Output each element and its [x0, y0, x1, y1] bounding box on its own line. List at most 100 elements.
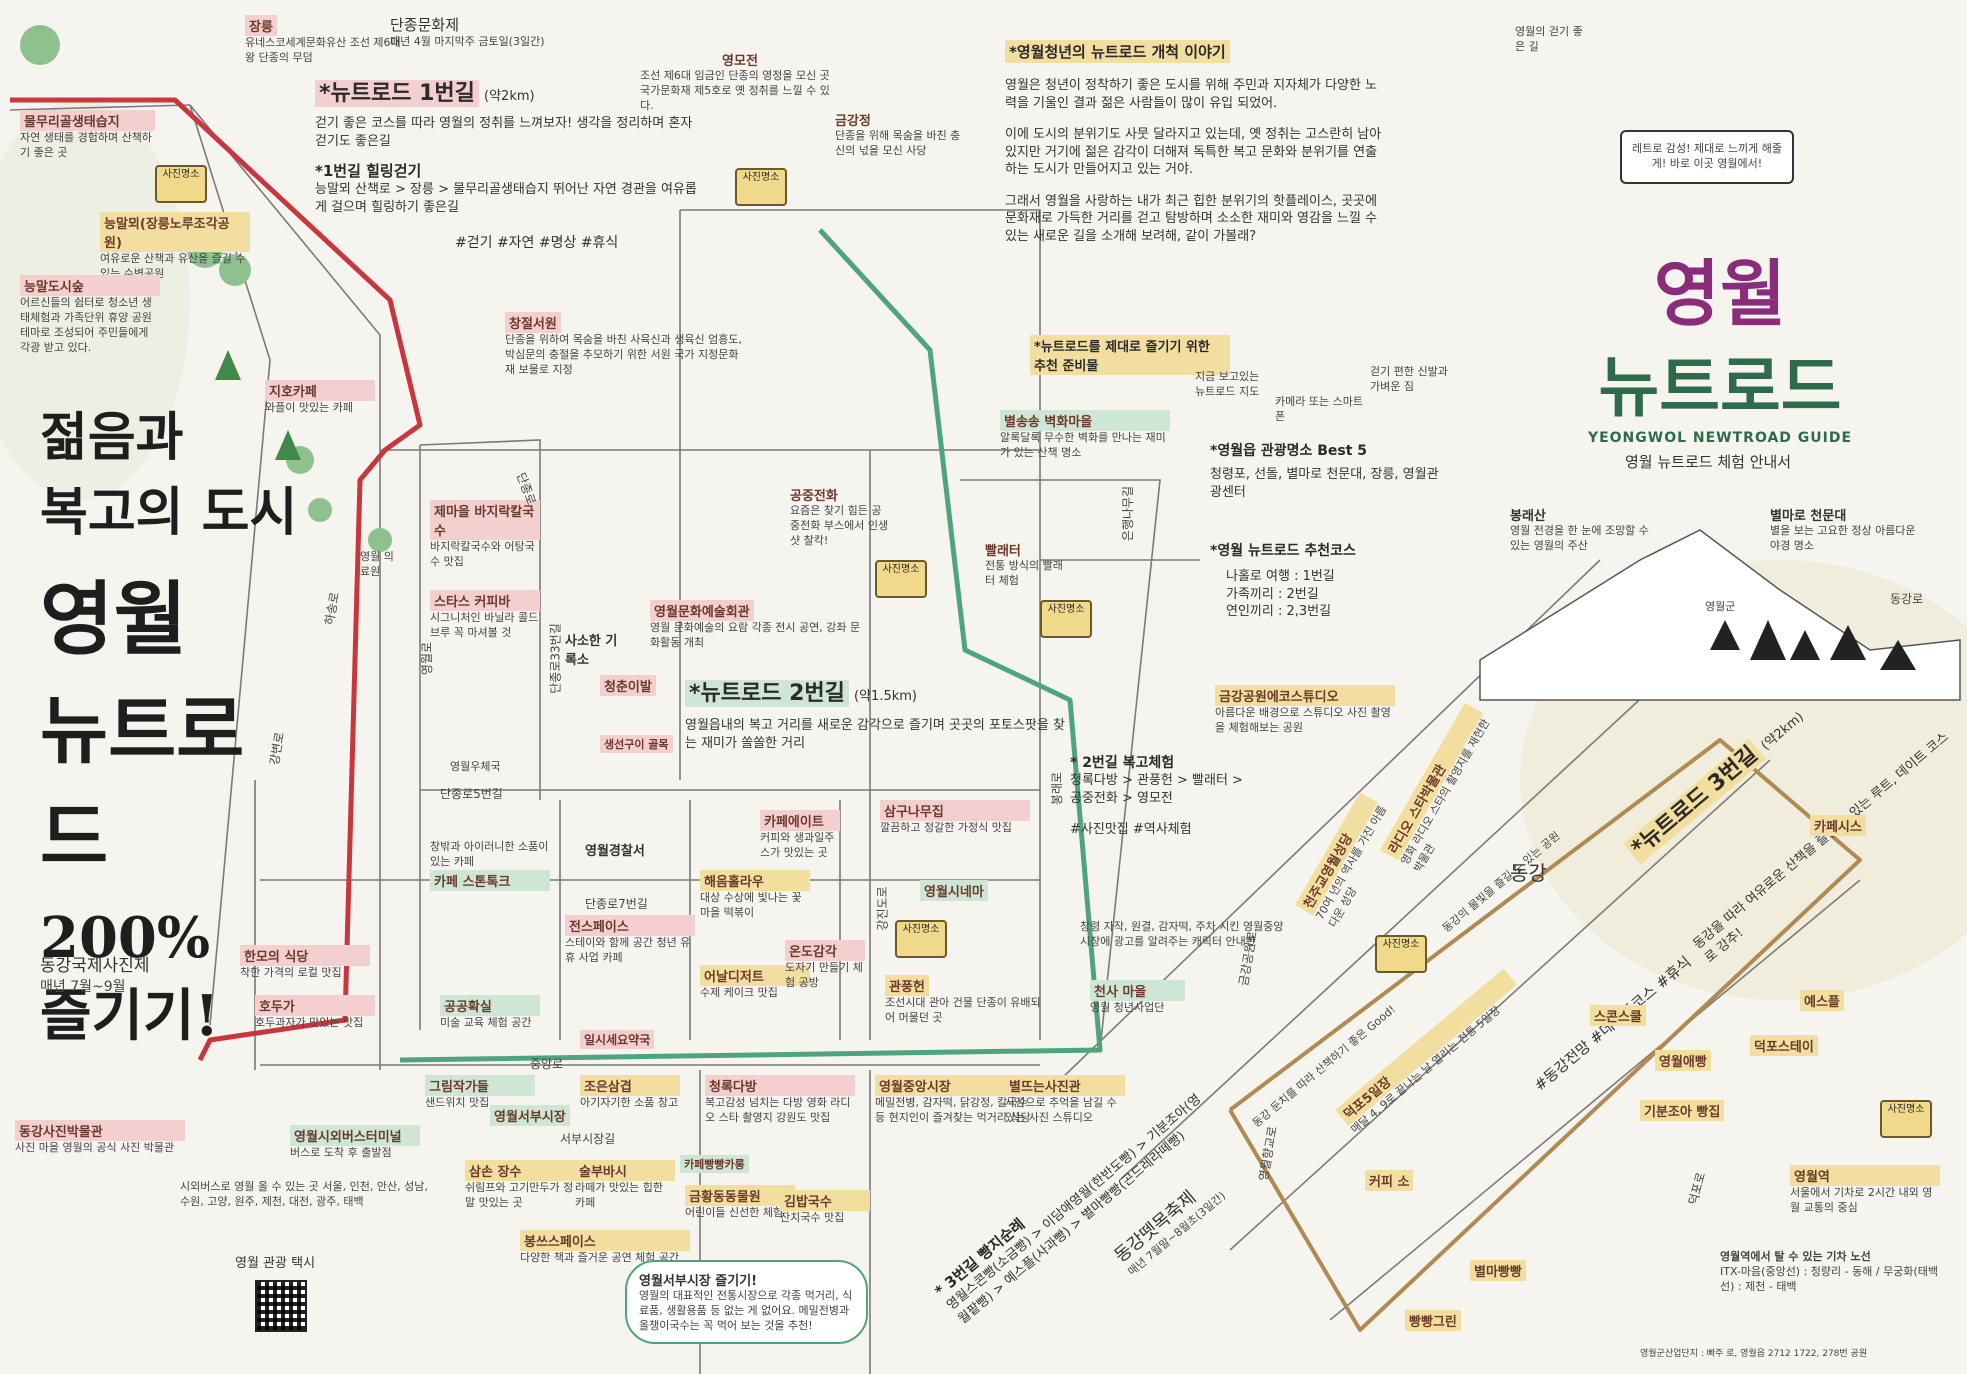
headline-line3: 영월	[40, 572, 188, 666]
place-bonghwa: 봉래산 영월 전경을 한 눈에 조망할 수 있는 영월의 주산	[1510, 505, 1660, 554]
bus-text: 시외버스로 영월 올 수 있는 곳 서울, 인천, 안산, 성남, 수원, 고양…	[180, 1180, 428, 1208]
prep-box: *뉴트로드를 제대로 즐기기 위한 추천 준비물	[1030, 335, 1230, 375]
place-bookstore: 봉쓰스페이스 다양한 책과 즐거운 공연 체험 공간	[520, 1230, 690, 1266]
place-desc: 어린이들 신선한 체험	[685, 1206, 784, 1219]
place-yeongmojeon: 영모전 조선 제6대 임금인 단종의 영정을 모신 곳 국가문화재 제5호로 옛…	[640, 50, 840, 114]
place-jonghap: 조은삼겹 아기자기한 소품 창고	[580, 1075, 680, 1111]
place-name: 어날디저트	[700, 965, 810, 986]
place-desc: 알록달록 무수한 벽화를 만나는 재미가 있는 산책 명소	[1000, 431, 1166, 459]
train-text: ITX-마음(중앙선) : 청량리 - 동해 / 무궁화(태백선) : 제천 -…	[1720, 1264, 1938, 1293]
place-name: 영월시외버스터미널	[290, 1125, 420, 1146]
place-gonggong: 공공확실 미술 교육 체험 공간	[440, 995, 540, 1031]
place-desc: 전통 방식의 빨래터 체험	[985, 559, 1063, 587]
place-desc: 조선 제6대 임금인 단종의 영정을 모신 곳 국가문화재 제5호로 옛 정취를…	[640, 69, 830, 112]
place-cheongchun: 청춘이발	[600, 675, 656, 696]
photo-stamp-2: 사진명소	[735, 168, 787, 206]
place-byeolsong: 별송송 벽화마을 알록달록 무수한 벽화를 만나는 재미가 있는 산책 명소	[1000, 410, 1170, 461]
bread-shop-6: 빵빵그린	[1405, 1310, 1461, 1331]
recommend-title: *영월 뉴트로드 추천코스	[1210, 543, 1356, 559]
place-desc: 서울에서 기차로 2시간 내외 영월 교통의 중심	[1790, 1186, 1933, 1214]
place-yeongwol-station: 영월역 서울에서 기차로 2시간 내외 영월 교통의 중심	[1790, 1165, 1940, 1216]
recommend-r1: 나홀로 여행 : 1번길	[1226, 569, 1335, 584]
place-desc: 깔끔하고 정갈한 가정식 맛집	[880, 821, 1012, 834]
place-cheonsa: 천사 마을 영월 청년사업단	[1090, 980, 1185, 1016]
place-desc: 메밀전병, 감자떡, 닭강정, 칼국수 등 현지인이 즐겨찾는 먹거리 식당	[875, 1096, 1031, 1124]
place-name: 제마을 바지락칼국수	[430, 500, 540, 540]
place-gwanpunghun: 관풍헌 조선시대 관아 건물 단종이 유배되어 머물던 곳	[885, 975, 1045, 1026]
road-danjongro7: 단종로7번길	[585, 897, 648, 911]
place-desc: 매년 7월~9월	[40, 978, 126, 995]
place-art-center: 영월문화예술회관 영월 문화예술의 요람 각종 전시 공연, 강좌 문화활동 개…	[650, 600, 870, 651]
route2-desc: 영월읍내의 복고 거리를 새로운 감각으로 즐기며 곳곳의 포토스팟을 찾는 재…	[685, 718, 1065, 751]
bread-shop-1: 스콘스쿨	[1590, 1005, 1646, 1026]
place-gimbap: 김밥국수 잔치국수 맛집	[780, 1190, 870, 1226]
place-cinema: 영월시네마	[920, 880, 988, 901]
place-desc: 사진 마을 영월의 공식 사진 박물관	[15, 1141, 175, 1154]
place-name: 조은삼겹	[580, 1075, 680, 1096]
place-neungmal-forest: 능말도시숲 어르신들의 쉼터로 청소년 생태체험과 가족단위 휴양 공원 테마로…	[20, 275, 160, 355]
place-name: 영월문화예술회관	[650, 600, 754, 621]
place-samgu: 삼구나무집 깔끔하고 정갈한 가정식 맛집	[880, 800, 1030, 836]
road-danjongro33: 단종로33번길	[548, 623, 563, 694]
place-byeolmaro: 별마로 천문대 별을 보는 고요한 정상 아름다운 야경 명소	[1770, 505, 1920, 554]
place-eonalan: 어날디저트 수제 케이크 맛집	[700, 965, 810, 1001]
bread-shop-7: 커피 소	[1365, 1170, 1414, 1191]
place-name: 봉래산	[1510, 509, 1546, 524]
place-name: 금강공원에코스튜디오	[1215, 685, 1395, 706]
place-terminal: 영월시외버스터미널 버스로 도착 후 출발점	[290, 1125, 420, 1161]
road-seobu: 서부시장길	[560, 1132, 616, 1146]
place-desc: 유네스코세계문화유산 조선 제6대 왕 단종의 무덤	[245, 36, 401, 64]
bread-shop-3: 기분조아 빵집	[1640, 1100, 1725, 1121]
brand-subtitle: YEONGWOL NEWTROAD GUIDE	[1587, 430, 1853, 446]
taxi-qr-code[interactable]	[255, 1280, 307, 1332]
place-jungang-market: 영월중앙시장 메밀전병, 감자떡, 닭강정, 칼국수 등 현지인이 즐겨찾는 먹…	[875, 1075, 1035, 1126]
place-desc: 매년 4월 마지막주 금토일(3일간)	[390, 35, 545, 49]
place-name: 전스페이스	[565, 915, 695, 936]
road-jungangro: 중앙로	[530, 1057, 564, 1071]
place-desc: 대상 수상에 빛나는 꽃마을 떡볶이	[700, 891, 802, 919]
place-stars: 스타스 커피바 시그니처인 바닐라 콜드브루 꼭 마셔볼 것	[430, 590, 540, 641]
road-bonghwaro: 봉래로	[1050, 771, 1065, 806]
headline-line2: 복고의 도시	[40, 482, 298, 543]
place-desc: 단종을 위하여 목숨을 바친 사육신과 생육신 엄흥도, 박심문의 충절을 추모…	[505, 333, 742, 376]
best5-text: 청령포, 선돌, 별마로 천문대, 장릉, 영월관광센터	[1210, 467, 1439, 500]
route2-retro-text: 청록다방 > 관풍헌 > 빨래터 > 공중전화 > 영모전	[1070, 773, 1243, 806]
place-phone: 공중전화 요즘은 찾기 힘든 공중전화 부스에서 인생샷 찰칵!	[790, 485, 890, 549]
place-dongsan-cafe: 전스페이스 스테이와 함께 공간 청년 유휴 사업 카페	[565, 915, 695, 966]
place-photo-fest: 동강국제사진제 매년 7월~9월	[40, 955, 200, 997]
photo-stamp-3: 사진명소	[875, 560, 927, 598]
place-name: 삼구나무집	[880, 800, 1030, 821]
place-name: 동강국제사진제	[40, 956, 150, 976]
place-name: 별송송 벽화마을	[1000, 410, 1170, 431]
place-seobu-market: 영월서부시장	[490, 1105, 570, 1126]
place-geumgang-studio: 금강공원에코스튜디오 아름다운 배경으로 스튜디오 사진 촬영을 체험해보는 공…	[1215, 685, 1395, 736]
photo-spot-note: 창령 자작, 원결, 감자떡, 주차 시킨 영월중앙시장에 광고를 알려주는 캐…	[1080, 920, 1284, 948]
place-desc: 복고감성 넘치는 다방 영화 라디오 스타 촬영지 강원도 맛집	[705, 1096, 851, 1124]
headline-line1: 젊음과	[40, 407, 184, 468]
prep-item3: 걷기 편한 신발과 가벼운 짐	[1370, 365, 1448, 393]
route1-box: *뉴트로드 1번길 (약2km) 걷기 좋은 코스를 따라 영월의 정취를 느껴…	[315, 75, 705, 253]
route3-line	[1228, 738, 1862, 1332]
route2-retro-title: * 2번길 복고체험	[1070, 755, 1175, 771]
route1-tags: #걷기 #자연 #명상 #휴식	[455, 235, 619, 252]
place-changjeolseowon: 창절서원 단종을 위하여 목숨을 바친 사육신과 생육신 엄흥도, 박심문의 충…	[505, 312, 745, 378]
place-desc: 버스로 도착 후 출발점	[290, 1146, 392, 1159]
intro-p1: 영월은 청년이 정착하기 좋은 도시를 위해 주민과 지자체가 다양한 노력을 …	[1005, 78, 1378, 111]
route1-length: (약2km)	[484, 89, 535, 104]
bread-shop-9: 덕포스테이	[1750, 1035, 1818, 1056]
photo-stamp-1: 사진명소	[155, 165, 207, 203]
prep-item2: 카메라 또는 스마트폰	[1275, 395, 1363, 423]
place-dongang-river: 동강	[1510, 861, 1547, 885]
road-gangjindo: 강진도로	[875, 886, 890, 931]
intro-title: *영월청년의 뉴트로드 개척 이야기	[1005, 40, 1230, 63]
place-desc: 시그니처인 바닐라 콜드브루 꼭 마셔볼 것	[430, 611, 539, 639]
train-title: 영월역에서 탈 수 있는 기차 노선	[1720, 1250, 1871, 1263]
place-desc: 쉬림프와 고기만두가 정말 맛있는 곳	[465, 1181, 574, 1209]
place-name: 김밥국수	[780, 1190, 870, 1211]
place-name: 별마로 천문대	[1770, 509, 1847, 524]
prep-title: *뉴트로드를 제대로 즐기기 위한 추천 준비물	[1030, 335, 1230, 375]
photo-stamp-5: 사진명소	[895, 920, 947, 958]
place-name: 봉쓰스페이스	[520, 1230, 690, 1251]
place-name: 물무리골생태습지	[20, 110, 155, 131]
